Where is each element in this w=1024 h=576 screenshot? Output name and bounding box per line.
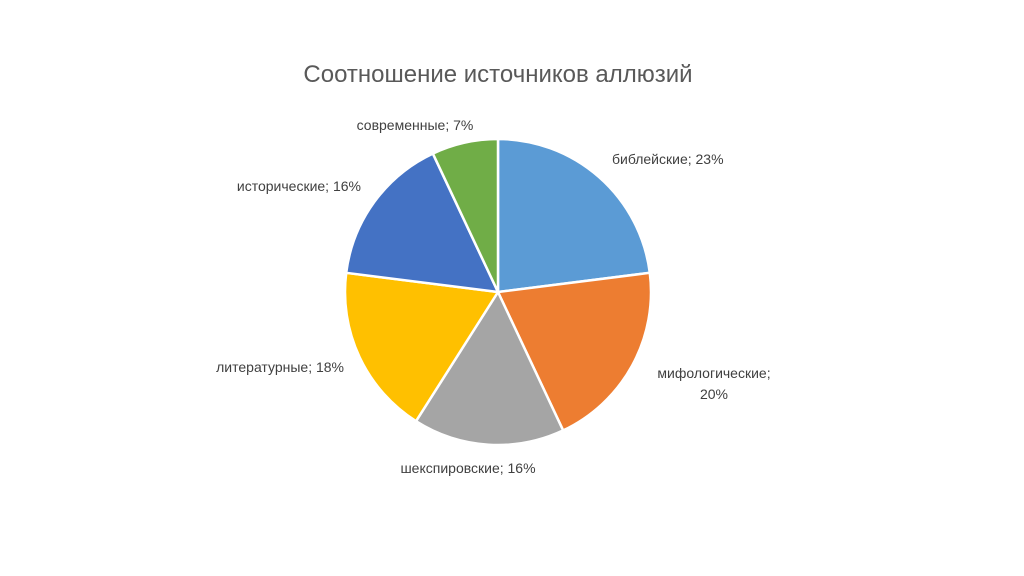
pie-slice-6 [431,137,500,293]
pie-slice-5 [344,151,501,294]
pie-slice-3 [414,289,565,447]
data-label-4: литературные; 18% [216,359,344,375]
pie-slice-1 [496,137,652,294]
pie-slices [343,137,653,447]
data-label-2: мифологические; 20% [657,365,770,402]
pie-slice-2 [496,271,653,433]
data-label-3: шекспировские; 16% [400,460,535,476]
chart-title: Соотношение источников аллюзий [303,61,692,88]
pie-slice-4 [343,271,501,423]
data-label-1: библейские; 23% [612,151,724,167]
pie-labels: библейские; 23% мифологические; 20% шекспир… [216,117,770,476]
data-label-6: современные; 7% [357,117,474,133]
data-label-5: исторические; 16% [237,178,361,194]
